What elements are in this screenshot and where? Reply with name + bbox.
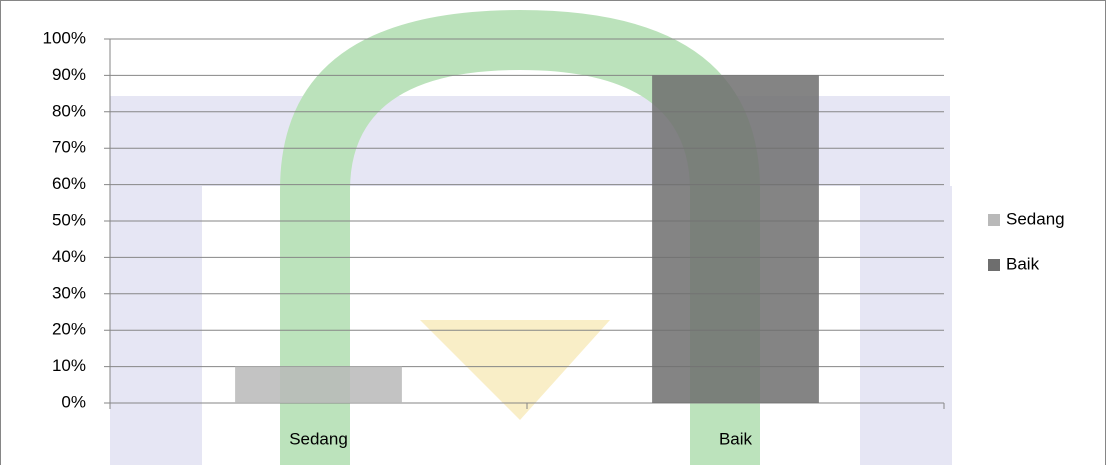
x-tick-label: Baik [719, 429, 753, 448]
chart: 0% 10% 20% 30% 40% 50% 60% 70% 80% 90% 100% Sedang B… [0, 0, 1106, 465]
bar [652, 75, 819, 403]
legend-label: Sedang [1006, 209, 1065, 228]
legend-label: Baik [1006, 254, 1040, 273]
y-tick-label: 40% [52, 247, 86, 266]
y-tick-label: 90% [52, 65, 86, 84]
legend-swatch [988, 259, 1000, 271]
y-tick-label: 0% [61, 392, 86, 411]
y-tick-label: 10% [52, 356, 86, 375]
bar [235, 367, 402, 403]
y-tick-label: 50% [52, 210, 86, 229]
x-tick-label: Sedang [289, 429, 348, 448]
y-tick-label: 20% [52, 320, 86, 339]
y-tick-label: 80% [52, 101, 86, 120]
legend-swatch [988, 214, 1000, 226]
y-tick-label: 60% [52, 174, 86, 193]
y-tick-label: 100% [43, 28, 86, 47]
y-tick-label: 30% [52, 283, 86, 302]
y-tick-label: 70% [52, 138, 86, 157]
